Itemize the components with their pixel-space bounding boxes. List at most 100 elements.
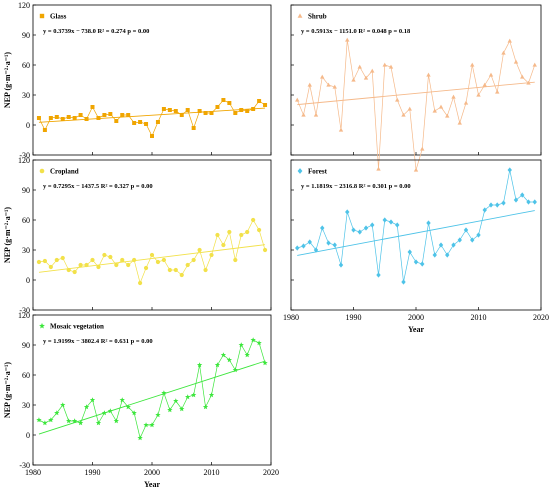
data-point xyxy=(313,247,319,253)
data-point xyxy=(451,242,456,248)
data-point xyxy=(173,398,179,404)
data-point xyxy=(463,227,469,233)
data-point xyxy=(149,252,155,258)
data-point xyxy=(238,342,244,348)
data-point xyxy=(407,249,412,255)
data-point xyxy=(363,75,369,80)
data-point xyxy=(233,111,238,115)
y-axis-label: NEP (g·m⁻²·a⁻¹) xyxy=(3,207,12,263)
data-point xyxy=(239,108,244,112)
data-point xyxy=(144,122,149,126)
data-point xyxy=(388,64,394,69)
data-point xyxy=(420,146,425,151)
data-point xyxy=(179,406,185,412)
x-tick-label: 2010 xyxy=(204,468,220,477)
data-point xyxy=(221,242,226,248)
data-point xyxy=(48,417,54,423)
data-point xyxy=(301,112,306,117)
data-point xyxy=(438,104,444,109)
y-tick-label: 60 xyxy=(22,61,30,70)
data-point xyxy=(90,105,95,109)
data-point xyxy=(42,420,48,426)
y-tick-label: -30 xyxy=(19,306,30,315)
data-point xyxy=(363,225,369,231)
data-point xyxy=(36,417,42,423)
trend-line xyxy=(38,107,266,123)
data-point xyxy=(36,259,42,265)
data-point xyxy=(72,116,77,120)
data-point xyxy=(203,267,208,273)
y-tick-label: 60 xyxy=(22,371,30,380)
data-point xyxy=(476,232,481,238)
legend-label: Forest xyxy=(308,168,328,176)
data-point xyxy=(507,38,512,43)
trend-line xyxy=(38,244,266,273)
data-point xyxy=(179,272,184,278)
data-point xyxy=(221,98,226,102)
data-point xyxy=(438,242,444,248)
data-point xyxy=(155,259,161,265)
data-point xyxy=(155,120,160,124)
data-point xyxy=(295,245,300,251)
data-point xyxy=(149,422,155,428)
data-point xyxy=(54,115,59,119)
data-point xyxy=(382,217,387,223)
data-point xyxy=(357,64,362,69)
data-point xyxy=(432,108,437,113)
data-point xyxy=(220,352,227,358)
regression-equation: y = 1.1819x − 2316.8 R² = 0.301 p = 0.00 xyxy=(301,183,411,190)
data-point xyxy=(190,392,197,398)
data-point xyxy=(301,243,306,249)
data-point xyxy=(185,394,191,400)
data-point xyxy=(119,397,125,403)
legend-marker xyxy=(39,168,45,174)
data-point xyxy=(307,82,312,87)
data-point xyxy=(209,252,214,258)
data-point xyxy=(202,404,209,410)
data-point xyxy=(526,80,531,85)
x-tick-label: 1990 xyxy=(85,468,101,477)
data-point xyxy=(108,112,113,116)
data-point xyxy=(84,262,89,268)
data-point xyxy=(370,222,375,228)
data-point xyxy=(463,100,469,105)
y-tick-label: 120 xyxy=(18,156,30,165)
y-tick-label: -30 xyxy=(19,151,30,160)
data-point xyxy=(482,207,487,213)
data-point xyxy=(357,229,362,235)
data-point xyxy=(513,59,519,64)
data-point xyxy=(215,105,220,109)
data-point xyxy=(262,247,268,253)
data-point xyxy=(191,126,196,130)
data-point xyxy=(345,209,350,215)
data-point xyxy=(407,106,412,111)
data-point xyxy=(227,101,232,105)
y-tick-label: 120 xyxy=(18,311,30,320)
y-tick-label: -30 xyxy=(19,461,30,470)
data-point xyxy=(326,82,331,87)
data-point xyxy=(95,420,102,426)
y-tick-label: 30 xyxy=(22,401,30,410)
data-point xyxy=(143,422,149,428)
data-point xyxy=(313,112,319,117)
x-axis-label: Year xyxy=(144,480,160,489)
data-point xyxy=(179,113,184,117)
x-tick-label: 2000 xyxy=(408,313,424,322)
y-tick-label: 30 xyxy=(22,91,30,100)
data-point xyxy=(167,407,173,413)
data-point xyxy=(476,92,481,97)
data-point xyxy=(89,397,96,403)
data-point xyxy=(227,229,232,235)
data-point xyxy=(245,109,250,113)
data-point xyxy=(338,127,344,132)
data-point xyxy=(232,367,238,373)
data-point xyxy=(132,257,137,263)
data-point xyxy=(320,74,325,79)
data-point xyxy=(209,111,214,115)
data-point xyxy=(376,166,381,171)
data-point xyxy=(132,121,137,125)
data-point xyxy=(96,116,101,120)
data-point xyxy=(108,254,113,260)
data-point xyxy=(263,103,268,107)
data-point xyxy=(420,261,425,267)
